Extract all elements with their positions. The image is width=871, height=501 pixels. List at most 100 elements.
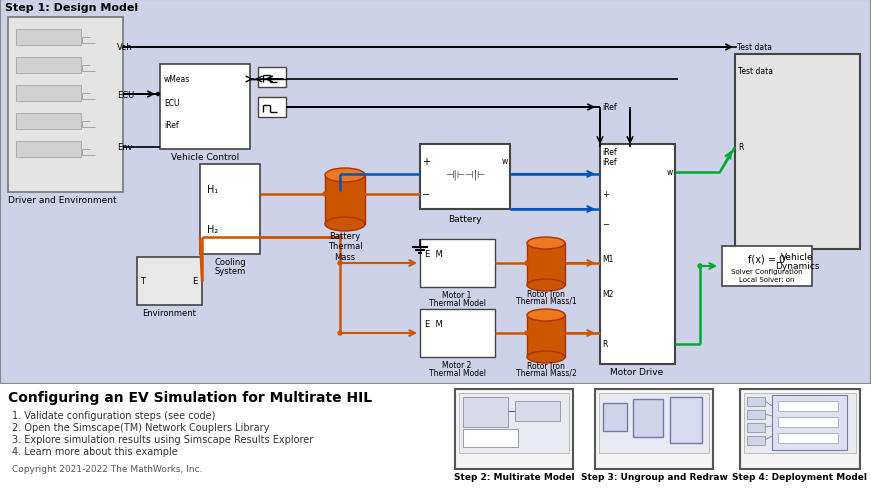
- Text: Env: Env: [117, 143, 132, 152]
- Bar: [747, 423, 765, 432]
- Text: −: −: [422, 189, 430, 199]
- Text: 3. Explore simulation results using Simscape Results Explorer: 3. Explore simulation results using Sims…: [12, 434, 314, 444]
- Text: Environment: Environment: [142, 309, 196, 317]
- Text: +: +: [602, 190, 609, 199]
- Text: Step 4: Deployment Model: Step 4: Deployment Model: [733, 472, 868, 481]
- Text: R: R: [738, 143, 743, 152]
- Bar: [459, 393, 569, 453]
- Circle shape: [338, 192, 342, 196]
- Text: Solver Configuration: Solver Configuration: [731, 269, 803, 275]
- Bar: [420, 310, 495, 357]
- Text: Battery: Battery: [449, 214, 482, 223]
- Bar: [744, 393, 856, 453]
- Text: iRef: iRef: [602, 103, 617, 112]
- Text: Thermal Mass/1: Thermal Mass/1: [516, 297, 577, 306]
- Circle shape: [323, 192, 327, 196]
- Text: Vehicle: Vehicle: [780, 253, 814, 262]
- Text: Step 1: Design Model: Step 1: Design Model: [5, 3, 138, 13]
- Bar: [420, 239, 495, 288]
- Text: Vehicle Control: Vehicle Control: [171, 153, 240, 162]
- Text: Thermal Model: Thermal Model: [429, 368, 485, 377]
- Text: iRef: iRef: [164, 121, 179, 130]
- Bar: [735, 55, 860, 249]
- Circle shape: [338, 262, 342, 266]
- Bar: [455, 389, 573, 469]
- Bar: [670, 397, 702, 443]
- Bar: [325, 176, 365, 224]
- Text: E  M: E M: [425, 249, 442, 259]
- Circle shape: [698, 265, 702, 269]
- Text: Thermal Mass/2: Thermal Mass/2: [516, 368, 577, 377]
- Circle shape: [338, 235, 342, 239]
- Bar: [527, 243, 565, 286]
- Text: f(x) = 0: f(x) = 0: [748, 255, 786, 265]
- Text: Motor Drive: Motor Drive: [611, 367, 664, 376]
- Text: Thermal Model: Thermal Model: [429, 299, 485, 308]
- Text: H₁: H₁: [207, 185, 219, 194]
- Bar: [16, 142, 81, 158]
- Text: ⊣|⊢⊣|⊢: ⊣|⊢⊣|⊢: [445, 169, 485, 180]
- Text: Motor 2: Motor 2: [442, 360, 472, 369]
- Text: iRef: iRef: [602, 158, 617, 167]
- Text: Rotor Iron: Rotor Iron: [527, 361, 565, 370]
- Bar: [722, 246, 812, 287]
- Text: ECU: ECU: [164, 98, 179, 107]
- Bar: [740, 389, 860, 469]
- Text: 1. Validate configuration steps (see code): 1. Validate configuration steps (see cod…: [12, 410, 215, 420]
- Circle shape: [157, 93, 159, 96]
- Bar: [0, 384, 871, 501]
- Text: Rotor Iron: Rotor Iron: [527, 290, 565, 299]
- Bar: [778, 401, 838, 411]
- Text: Step 3: Ungroup and Redraw: Step 3: Ungroup and Redraw: [581, 472, 727, 481]
- Text: E: E: [192, 277, 197, 286]
- Bar: [778, 417, 838, 427]
- Bar: [16, 114, 81, 130]
- Text: w: w: [502, 157, 508, 166]
- Bar: [600, 145, 675, 364]
- Ellipse shape: [527, 237, 565, 249]
- Text: M2: M2: [602, 290, 613, 299]
- Bar: [137, 258, 202, 306]
- Bar: [603, 403, 627, 431]
- Text: Step 2: Multirate Model: Step 2: Multirate Model: [454, 472, 574, 481]
- Ellipse shape: [527, 310, 565, 321]
- Bar: [515, 401, 560, 421]
- Bar: [778, 433, 838, 443]
- Text: Driver and Environment: Driver and Environment: [8, 195, 117, 204]
- Circle shape: [525, 331, 529, 335]
- Text: E  M: E M: [425, 319, 442, 328]
- Bar: [599, 393, 709, 453]
- Text: System: System: [214, 267, 246, 276]
- Text: Motor 1: Motor 1: [442, 291, 472, 300]
- Bar: [8, 18, 123, 192]
- Bar: [200, 165, 260, 255]
- Bar: [160, 65, 250, 150]
- Bar: [747, 436, 765, 445]
- Bar: [420, 145, 510, 209]
- Text: T: T: [140, 277, 145, 286]
- Text: wMeas: wMeas: [164, 75, 190, 84]
- Text: M1: M1: [602, 255, 613, 264]
- Text: w: w: [666, 168, 673, 177]
- Text: Cooling: Cooling: [214, 258, 246, 267]
- Text: Local Solver: on: Local Solver: on: [739, 277, 794, 283]
- Bar: [258, 68, 286, 88]
- Ellipse shape: [325, 169, 365, 183]
- Circle shape: [525, 262, 529, 266]
- Text: −: −: [602, 220, 609, 229]
- Text: 4. Learn more about this example: 4. Learn more about this example: [12, 446, 178, 456]
- Bar: [463, 397, 508, 427]
- Circle shape: [343, 192, 347, 196]
- Bar: [527, 315, 565, 357]
- Bar: [16, 86, 81, 102]
- Circle shape: [338, 331, 342, 335]
- Text: Copyright 2021-2022 The MathWorks, Inc.: Copyright 2021-2022 The MathWorks, Inc.: [12, 464, 202, 473]
- Text: R: R: [602, 340, 607, 349]
- Ellipse shape: [527, 280, 565, 292]
- Ellipse shape: [527, 351, 565, 363]
- Bar: [463, 429, 518, 447]
- Text: 2. Open the Simscape(TM) Network Couplers Library: 2. Open the Simscape(TM) Network Coupler…: [12, 422, 269, 432]
- Text: Test data: Test data: [738, 67, 773, 76]
- Bar: [16, 30, 81, 46]
- Bar: [0, 0, 871, 384]
